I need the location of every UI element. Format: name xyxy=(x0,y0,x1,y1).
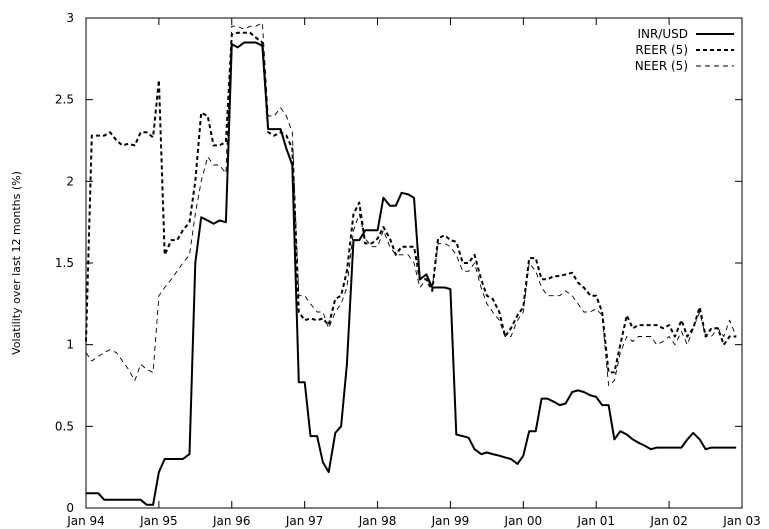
y-tick-label: 2.5 xyxy=(55,93,74,107)
series-line-reer-5 xyxy=(85,31,737,374)
y-tick-label: 2 xyxy=(66,174,74,188)
legend-label: NEER (5) xyxy=(635,59,688,73)
x-tick-label: Jan 95 xyxy=(139,514,178,528)
axes: Jan 94 Jan 95 Jan 96 Jan 97 Jan 98 Jan 99 Jan … xyxy=(55,11,761,528)
x-tick-label: Jan 03 xyxy=(722,514,761,528)
y-tick-label: 1.5 xyxy=(55,256,74,270)
x-tick-label: Jan 98 xyxy=(358,514,397,528)
y-tick-label: 3 xyxy=(66,11,74,25)
legend-label: REER (5) xyxy=(635,43,688,57)
y-tick-label: 0.5 xyxy=(55,419,74,433)
legend-label: INR/USD xyxy=(637,27,688,41)
x-tick-label: Jan 00 xyxy=(504,514,543,528)
series-line-neer-5 xyxy=(85,22,737,386)
x-tick-label: Jan 01 xyxy=(576,514,615,528)
y-tick-label: 1 xyxy=(66,338,74,352)
series-lines xyxy=(85,22,737,506)
x-tick-label: Jan 96 xyxy=(212,514,251,528)
x-tick-label: Jan 97 xyxy=(285,514,324,528)
legend: INR/USD REER (5) NEER (5) xyxy=(635,27,734,73)
y-axis-title: Volatility over last 12 months (%) xyxy=(10,171,23,355)
y-tick-label: 0 xyxy=(66,501,74,515)
plot-frame xyxy=(85,17,743,509)
x-tick-label: Jan 94 xyxy=(66,514,105,528)
x-tick-label: Jan 02 xyxy=(649,514,688,528)
series-line-inr-usd xyxy=(86,41,737,506)
x-tick-label: Jan 99 xyxy=(431,514,470,528)
